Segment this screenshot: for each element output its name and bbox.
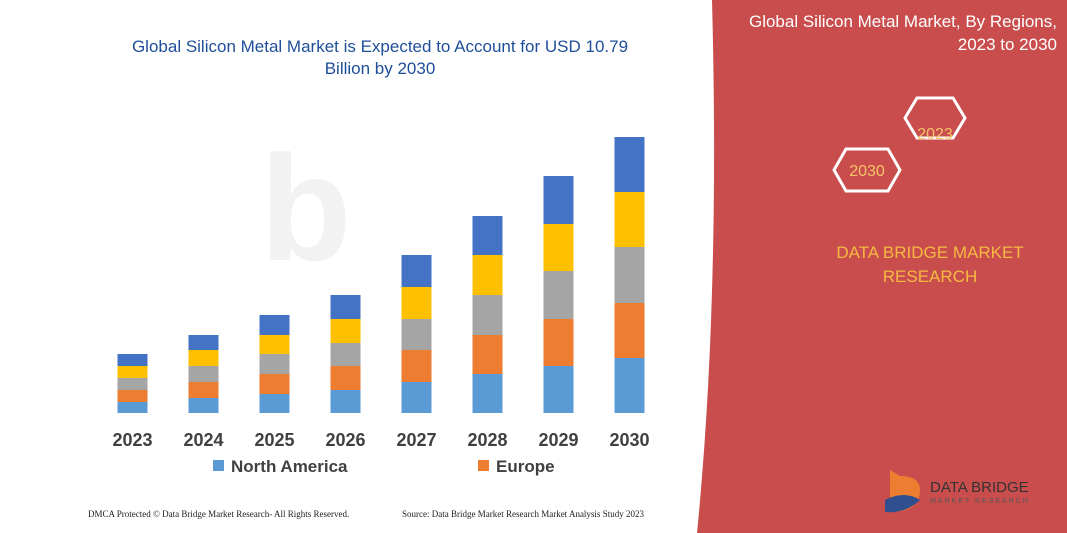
bar-segment — [188, 366, 219, 382]
x-tick-label: 2027 — [396, 430, 436, 450]
x-tick-label: 2023 — [112, 430, 152, 450]
bar-segment — [259, 394, 290, 413]
bar-segment — [472, 295, 503, 335]
hexagon — [832, 147, 902, 193]
legend-label: Europe — [496, 457, 555, 476]
panel-title: Global Silicon Metal Market, By Regions,… — [748, 12, 1057, 54]
bar-segment — [259, 315, 290, 335]
bar-segment — [401, 287, 432, 319]
footer-left: DMCA Protected © Data Bridge Market Rese… — [88, 509, 350, 519]
bar-segment — [330, 343, 361, 366]
bar-segment — [330, 390, 361, 413]
x-tick-label: 2030 — [609, 430, 649, 450]
bar-segment — [330, 366, 361, 390]
logo-mark — [885, 495, 920, 513]
legend-swatch — [478, 460, 489, 471]
bar-segment — [117, 402, 148, 413]
bar-segment — [543, 224, 574, 271]
bar-segment — [543, 271, 574, 319]
legend-label: North America — [231, 457, 348, 476]
bar-segment — [614, 358, 645, 413]
footer-right: Source: Data Bridge Market Research Mark… — [402, 509, 644, 519]
watermark-shape: b — [260, 124, 352, 292]
bar-segment — [117, 354, 148, 366]
bar-segment — [543, 319, 574, 366]
bar-segment — [259, 335, 290, 354]
logo-name: DATA BRIDGE — [930, 479, 1029, 496]
bar-segment — [401, 255, 432, 287]
brand: DATA BRIDGE MARKET RESEARCH — [836, 243, 1024, 286]
bar-segment — [543, 366, 574, 413]
bar-segment — [614, 247, 645, 303]
bar-segment — [401, 319, 432, 350]
x-tick-label: 2025 — [254, 430, 294, 450]
bar-segment — [614, 137, 645, 192]
hex-label: 2023 — [917, 126, 953, 143]
bar-segment — [401, 382, 432, 413]
bar-segment — [472, 255, 503, 295]
legend-swatch — [213, 460, 224, 471]
bar-segment — [401, 350, 432, 382]
logo-tagline: MARKET RESEARCH — [930, 498, 1030, 505]
x-tick-label: 2026 — [325, 430, 365, 450]
bar-segment — [472, 374, 503, 413]
x-tick-label: 2029 — [538, 430, 578, 450]
bar-segment — [188, 350, 219, 366]
bar-segment — [259, 374, 290, 394]
bar-segment — [614, 192, 645, 247]
hexagon — [903, 96, 967, 140]
bar-segment — [188, 398, 219, 413]
x-tick-label: 2024 — [183, 430, 223, 450]
chart-title: Global Silicon Metal Market is Expected … — [131, 37, 629, 78]
red-panel — [697, 0, 1067, 533]
bar-segment — [117, 390, 148, 402]
bar-segment — [188, 382, 219, 398]
x-tick-label: 2028 — [467, 430, 507, 450]
bar-segment — [330, 319, 361, 343]
bar-segment — [188, 335, 219, 350]
bar-segment — [117, 378, 148, 390]
bar-segment — [259, 354, 290, 374]
bar-segment — [117, 366, 148, 378]
bar-segment — [614, 303, 645, 358]
bar-segment — [330, 295, 361, 319]
hex-label: 2030 — [849, 163, 885, 180]
bar-segment — [543, 176, 574, 224]
bar-segment — [472, 216, 503, 255]
bar-segment — [472, 335, 503, 374]
